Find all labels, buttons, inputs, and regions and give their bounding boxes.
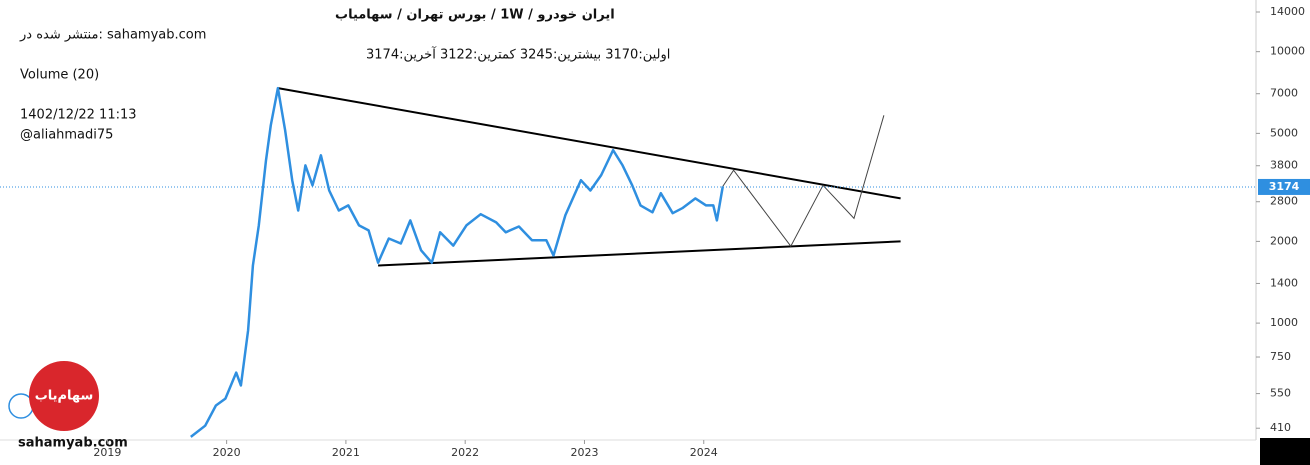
logo-text: سهام‌یاب bbox=[35, 389, 94, 404]
author: @aliahmadi75 bbox=[20, 128, 113, 143]
trendline bbox=[378, 240, 901, 267]
chart-title: ایران خودرو / 1W / بورس تهران / سهامیاب bbox=[335, 8, 615, 23]
x-tick-label: 2019 bbox=[93, 446, 121, 459]
trendline bbox=[722, 115, 885, 248]
date: 1402/12/22 11:13 bbox=[20, 108, 137, 123]
price-line bbox=[190, 86, 725, 438]
x-tick-label: 2022 bbox=[451, 446, 479, 459]
y-tick-label: 2000 bbox=[1270, 234, 1298, 247]
y-tick-label: 10000 bbox=[1270, 45, 1305, 58]
y-tick-label: 2800 bbox=[1270, 195, 1298, 208]
ohlc: اولین:3170 بیشترین:3245 کمترین:3122 آخری… bbox=[366, 46, 670, 63]
last-price-label: 3174 bbox=[1269, 180, 1300, 193]
last-price-box bbox=[1258, 178, 1310, 195]
logo bbox=[29, 361, 99, 431]
y-tick-label: 1000 bbox=[1270, 316, 1298, 329]
y-tick-label: 14000 bbox=[1270, 5, 1305, 18]
y-tick-label: 1400 bbox=[1270, 276, 1298, 289]
y-tick-label: 750 bbox=[1270, 350, 1291, 363]
y-tick-label: 7000 bbox=[1270, 87, 1298, 100]
x-tick-label: 2021 bbox=[332, 446, 360, 459]
x-tick-label: 2023 bbox=[570, 446, 598, 459]
x-tick-label: 2024 bbox=[690, 446, 718, 459]
volume-label: Volume (20) bbox=[20, 68, 99, 83]
watermark: sahamyab.com bbox=[18, 436, 128, 451]
corner-box bbox=[1260, 438, 1310, 465]
y-tick-label: 3800 bbox=[1270, 159, 1298, 172]
published: منتشر شده در: sahamyab.com bbox=[19, 28, 206, 43]
y-tick-label: 5000 bbox=[1270, 126, 1298, 139]
trendline bbox=[277, 87, 901, 200]
x-tick-label: 2020 bbox=[213, 446, 241, 459]
y-tick-label: 550 bbox=[1270, 387, 1291, 400]
y-tick-label: 410 bbox=[1270, 421, 1291, 434]
